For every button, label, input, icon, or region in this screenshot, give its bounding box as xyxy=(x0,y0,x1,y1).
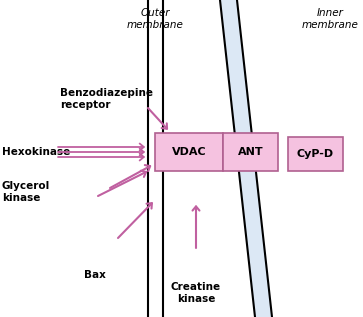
Text: ANT: ANT xyxy=(238,147,263,157)
FancyBboxPatch shape xyxy=(155,133,223,171)
Polygon shape xyxy=(220,0,272,317)
Text: Glycerol
kinase: Glycerol kinase xyxy=(2,181,50,203)
FancyBboxPatch shape xyxy=(223,133,278,171)
Text: Bax: Bax xyxy=(84,270,106,280)
FancyBboxPatch shape xyxy=(288,137,343,171)
Text: Inner
membrane: Inner membrane xyxy=(302,8,358,29)
Text: CyP-D: CyP-D xyxy=(297,149,334,159)
Text: Benzodiazepine
receptor: Benzodiazepine receptor xyxy=(60,88,153,110)
Text: Hexokinase: Hexokinase xyxy=(2,147,70,157)
Text: Creatine
kinase: Creatine kinase xyxy=(171,282,221,304)
Text: Outer
membrane: Outer membrane xyxy=(127,8,183,29)
Text: VDAC: VDAC xyxy=(172,147,206,157)
